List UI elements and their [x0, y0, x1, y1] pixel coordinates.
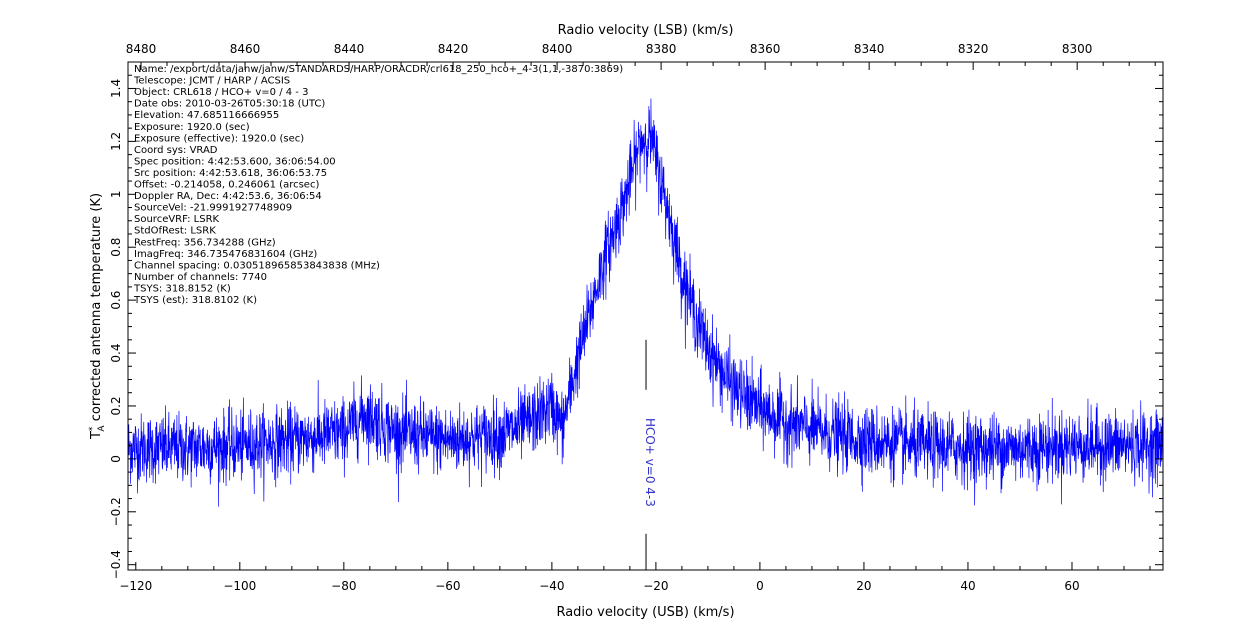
line-identification-label: HCO+ v=0 4-3: [643, 418, 657, 507]
spectrum-series-line: [128, 98, 1163, 507]
x-top-tick-label: 8440: [334, 42, 365, 56]
info-line: Coord sys: VRAD: [134, 145, 218, 156]
spectrum-plot: [128, 98, 1163, 507]
x-top-tick-label: 8300: [1062, 42, 1093, 56]
axes: −120 −100 −80 −60 −40 −20 0 20 40 60 8480 8460 8440 8…: [88, 23, 1164, 620]
x-tick-label: 60: [1064, 579, 1079, 593]
info-line: TSYS (est): 318.8102 (K): [133, 295, 257, 306]
info-line: Number of channels: 7740: [134, 272, 267, 283]
info-line: Date obs: 2010-03-26T05:30:18 (UTC): [134, 99, 325, 110]
info-line: StdOfRest: LSRK: [134, 226, 216, 237]
x-top-tick-label: 8340: [854, 42, 885, 56]
y-tick-label: 0.4: [109, 343, 123, 362]
y-axis-subscript: A: [97, 425, 107, 432]
plot-frame: [127, 61, 1164, 571]
y-tick-label: 1: [109, 190, 123, 198]
x-top-tick-label: 8460: [230, 42, 261, 56]
x-tick-label: −20: [643, 579, 668, 593]
info-line: Object: CRL618 / HCO+ v=0 / 4 - 3: [134, 87, 308, 98]
y-tick-label: 1.4: [109, 79, 123, 98]
x-top-tick-label: 8420: [438, 42, 469, 56]
x-top-tick-label: 8380: [646, 42, 677, 56]
y-tick-label: 1.2: [109, 132, 123, 151]
y-axis-title: T*A corrected antenna temperature (K): [88, 193, 107, 440]
x-top-axis-title: Radio velocity (LSB) (km/s): [558, 23, 734, 38]
info-line: RestFreq: 356.734288 (GHz): [134, 237, 276, 248]
info-line: Name: /export/data/janw/janw/STANDARDS/H…: [134, 64, 623, 75]
x-top-tick-label: 8360: [750, 42, 781, 56]
x-tick-label: −100: [223, 579, 256, 593]
info-line: Exposure (effective): 1920.0 (sec): [134, 133, 304, 144]
y-axis-symbol: T: [89, 431, 104, 440]
info-line: SourceVRF: LSRK: [134, 214, 220, 225]
info-line: Elevation: 47.685116666955: [134, 110, 279, 121]
info-line: ImagFreq: 346.735476831604 (GHz): [134, 249, 317, 260]
info-line: Offset: -0.214058, 0.246061 (arcsec): [134, 180, 319, 191]
info-line: Telescope: JCMT / HARP / ACSIS: [133, 76, 290, 87]
info-line: Spec position: 4:42:53.600, 36:06:54.00: [134, 156, 336, 167]
y-axis-label-text: corrected antenna temperature (K): [89, 193, 104, 425]
info-line: Src position: 4:42:53.618, 36:06:53.75: [134, 168, 327, 179]
info-line: Doppler RA, Dec: 4:42:53.6, 36:06:54: [134, 191, 322, 202]
y-tick-label: 0.8: [109, 238, 123, 257]
y-tick-label: −0.2: [109, 497, 123, 526]
y-tick-label: 0: [109, 455, 123, 463]
x-tick-label: 40: [960, 579, 975, 593]
annotations: HCO+ v=0 4-3: [643, 339, 657, 570]
x-tick-label: −120: [119, 579, 152, 593]
x-top-tick-label: 8320: [958, 42, 989, 56]
x-top-tick-label: 8480: [126, 42, 157, 56]
x-tick-label: −40: [539, 579, 564, 593]
y-axis-superscript: *: [88, 426, 98, 431]
info-line: SourceVel: -21.9991927748909: [134, 203, 292, 214]
x-tick-label: 20: [856, 579, 871, 593]
info-block: Name: /export/data/janw/janw/STANDARDS/H…: [133, 64, 623, 306]
x-tick-label: −60: [435, 579, 460, 593]
info-line: TSYS: 318.8152 (K): [133, 283, 231, 294]
y-tick-label: 0.2: [109, 396, 123, 415]
y-tick-label: 0.6: [109, 291, 123, 310]
x-axis-title: Radio velocity (USB) (km/s): [556, 605, 734, 620]
info-line: Exposure: 1920.0 (sec): [134, 122, 250, 133]
y-tick-label: −0.4: [109, 550, 123, 579]
x-tick-label: −80: [331, 579, 356, 593]
info-line: Channel spacing: 0.030518965853843838 (M…: [134, 260, 380, 271]
x-tick-label: 0: [756, 579, 764, 593]
x-top-tick-label: 8400: [542, 42, 573, 56]
